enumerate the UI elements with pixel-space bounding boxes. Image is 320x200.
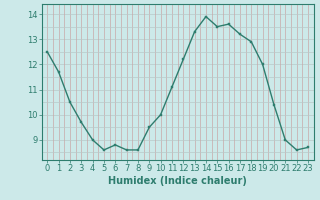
X-axis label: Humidex (Indice chaleur): Humidex (Indice chaleur): [108, 176, 247, 186]
